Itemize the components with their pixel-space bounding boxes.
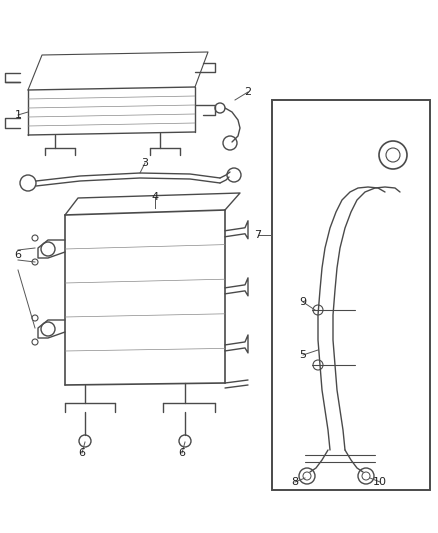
Text: 9: 9 (300, 297, 307, 307)
Text: 8: 8 (291, 477, 299, 487)
Text: 6: 6 (14, 250, 21, 260)
Text: 1: 1 (14, 110, 21, 120)
Text: 4: 4 (152, 192, 159, 202)
Text: 6: 6 (179, 448, 186, 458)
Text: 3: 3 (141, 158, 148, 168)
Bar (272, 100, 430, 490)
Text: 2: 2 (244, 87, 251, 97)
Text: 10: 10 (373, 477, 387, 487)
Text: 5: 5 (300, 350, 307, 360)
Text: 6: 6 (78, 448, 85, 458)
Text: 7: 7 (254, 230, 261, 240)
